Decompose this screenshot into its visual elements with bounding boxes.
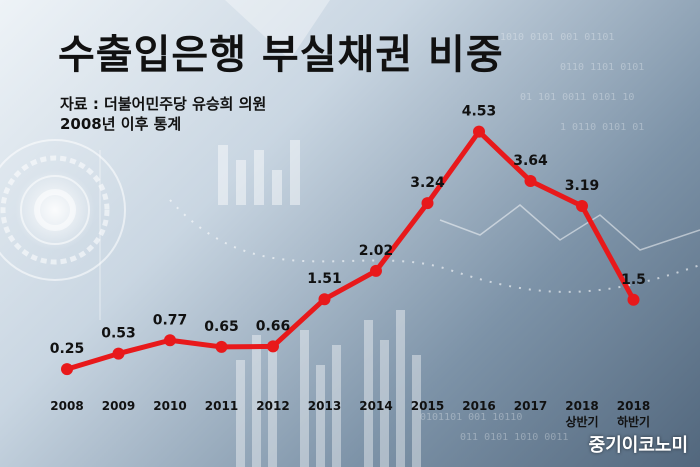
data-label: 0.77 (153, 312, 188, 328)
data-point (524, 174, 537, 187)
x-tick-label: 2018 (565, 399, 598, 413)
x-tick-label: 2016 (462, 399, 495, 413)
pie-wedge-graphic (225, 0, 330, 60)
chart-title: 수출입은행 부실채권 비중 (58, 32, 504, 78)
data-label: 3.64 (513, 153, 548, 169)
bar-icon-graphic (218, 140, 300, 205)
x-tick-label: 2009 (102, 399, 135, 413)
data-label: 4.53 (462, 104, 497, 120)
svg-text:011 0101 1010 0011: 011 0101 1010 0011 (460, 432, 568, 443)
data-point (164, 334, 176, 347)
data-label: 0.65 (204, 319, 239, 335)
x-tick-label: 2013 (308, 399, 341, 413)
x-tick-label: 2015 (411, 399, 444, 413)
x-tick-label: 상반기 (565, 414, 598, 429)
thin-line-graphic (439, 204, 700, 251)
data-point (473, 125, 485, 138)
x-tick-label: 2012 (256, 399, 289, 413)
brand-logo: 중기이코노미 (588, 435, 688, 456)
x-tick-label: 2018 (617, 399, 650, 413)
data-label: 2.02 (359, 243, 394, 259)
bottom-bars-graphic (236, 310, 421, 467)
period-note: 2008년 이후 통계 (60, 115, 182, 133)
data-point (576, 199, 588, 212)
data-label: 0.53 (101, 326, 136, 342)
svg-text:1 0110 0101 01: 1 0110 0101 01 (560, 122, 644, 133)
hud-glow-graphic (15, 170, 95, 250)
x-tick-label: 하반기 (617, 414, 650, 429)
data-point (627, 293, 640, 306)
svg-text:01 101 0011 0101 10: 01 101 0011 0101 10 (520, 92, 634, 103)
data-point (215, 340, 228, 353)
data-label: 1.51 (307, 271, 342, 287)
x-tick-label: 2011 (205, 399, 238, 413)
x-tick-label: 2014 (359, 399, 392, 413)
svg-text:0110 1101 0101: 0110 1101 0101 (560, 62, 644, 73)
data-point (370, 264, 382, 277)
data-point (318, 293, 331, 306)
x-tick-label: 2010 (153, 399, 186, 413)
data-point (61, 363, 73, 376)
data-label: 1.5 (621, 272, 646, 288)
svg-text:0101101 001 10110: 0101101 001 10110 (420, 412, 522, 423)
svg-text:1010 0101 001 01101: 1010 0101 001 01101 (500, 32, 614, 43)
x-tick-label: 2017 (514, 399, 547, 413)
data-label: 3.24 (410, 175, 445, 191)
source-note: 자료 : 더불어민주당 유승희 의원 (60, 95, 267, 113)
data-label: 0.66 (256, 318, 291, 334)
binary-digits-graphic: 1010 0101 001 01101 0110 1101 0101 01 10… (420, 32, 644, 443)
x-tick-label: 2008 (50, 399, 83, 413)
data-point (112, 347, 125, 360)
data-point (421, 197, 434, 210)
data-label: 0.25 (50, 341, 85, 357)
data-label: 3.19 (565, 178, 600, 194)
series-line (66, 129, 636, 372)
data-point (267, 340, 279, 353)
